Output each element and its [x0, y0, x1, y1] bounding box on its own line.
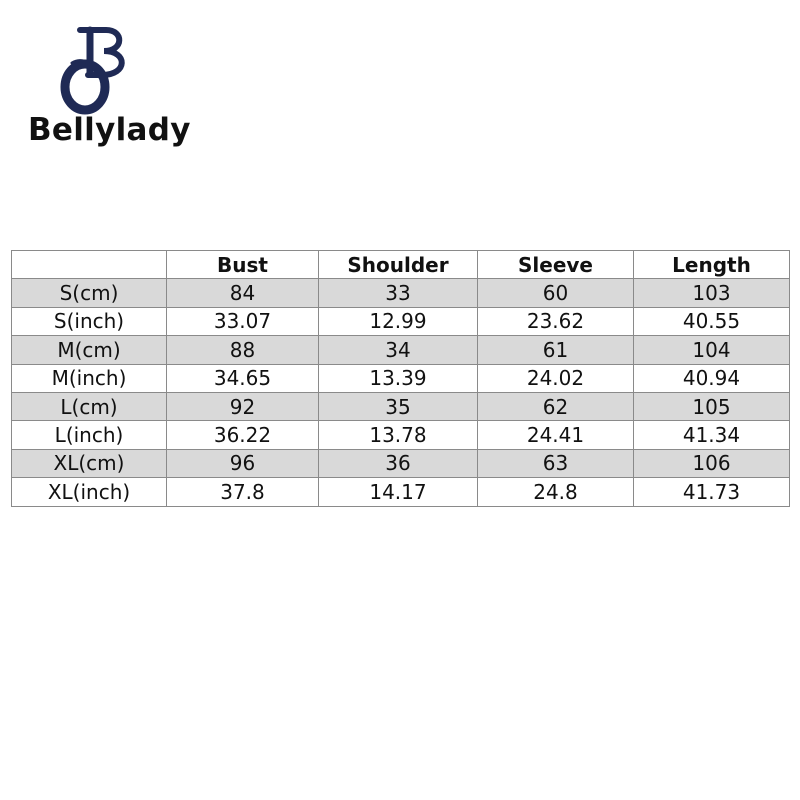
table-cell: 13.39 — [318, 363, 478, 393]
table-cell: 24.02 — [477, 363, 634, 393]
table-cell: 34 — [318, 335, 478, 365]
size-label: XL(inch) — [11, 477, 167, 507]
table-row: S(inch) 33.07 12.99 23.62 40.55 — [11, 306, 790, 337]
table-cell: 92 — [166, 391, 319, 422]
size-label: L(cm) — [11, 391, 167, 422]
header-cell: Bust — [166, 249, 319, 280]
table-row: M(inch) 34.65 13.39 24.02 40.94 — [11, 363, 790, 393]
table-cell: 61 — [477, 335, 634, 365]
size-label: M(cm) — [11, 335, 167, 365]
table-cell: 13.78 — [318, 420, 478, 450]
size-label: S(cm) — [11, 278, 167, 308]
size-table: Bust Shoulder Sleeve Length S(cm) 84 33 60 103 S… — [11, 249, 790, 507]
table-row: M(cm) 88 34 61 104 — [11, 335, 790, 365]
table-cell: 63 — [477, 448, 634, 479]
table-cell: 40.94 — [633, 363, 790, 393]
table-cell: 34.65 — [166, 363, 319, 393]
corner-cell — [11, 249, 167, 280]
table-cell: 41.34 — [633, 420, 790, 450]
table-cell: 14.17 — [318, 477, 478, 507]
table-cell: 84 — [166, 278, 319, 308]
size-label: XL(cm) — [11, 448, 167, 479]
table-cell: 33.07 — [166, 306, 319, 337]
table-cell: 96 — [166, 448, 319, 479]
table-cell: 33 — [318, 278, 478, 308]
table-cell: 41.73 — [633, 477, 790, 507]
header-cell: Shoulder — [318, 249, 478, 280]
header-cell: Sleeve — [477, 249, 634, 280]
table-cell: 36.22 — [166, 420, 319, 450]
table-cell: 12.99 — [318, 306, 478, 337]
table-row: L(cm) 92 35 62 105 — [11, 391, 790, 422]
table-cell: 24.8 — [477, 477, 634, 507]
brand-name: Bellylady — [28, 112, 191, 148]
table-cell: 36 — [318, 448, 478, 479]
table-cell: 106 — [633, 448, 790, 479]
size-label: S(inch) — [11, 306, 167, 337]
table-cell: 62 — [477, 391, 634, 422]
table-row: L(inch) 36.22 13.78 24.41 41.34 — [11, 420, 790, 450]
table-cell: 60 — [477, 278, 634, 308]
table-cell: 24.41 — [477, 420, 634, 450]
logo — [60, 26, 125, 115]
table-row: XL(inch) 37.8 14.17 24.8 41.73 — [11, 477, 790, 507]
table-cell: 35 — [318, 391, 478, 422]
table-cell: 40.55 — [633, 306, 790, 337]
table-cell: 103 — [633, 278, 790, 308]
table-row: XL(cm) 96 36 63 106 — [11, 448, 790, 479]
table-cell: 105 — [633, 391, 790, 422]
size-label: L(inch) — [11, 420, 167, 450]
header-cell: Length — [633, 249, 790, 280]
table-cell: 104 — [633, 335, 790, 365]
header-row: Bust Shoulder Sleeve Length — [11, 249, 790, 280]
table-cell: 37.8 — [166, 477, 319, 507]
table-cell: 88 — [166, 335, 319, 365]
table-row: S(cm) 84 33 60 103 — [11, 278, 790, 308]
size-label: M(inch) — [11, 363, 167, 393]
table-cell: 23.62 — [477, 306, 634, 337]
